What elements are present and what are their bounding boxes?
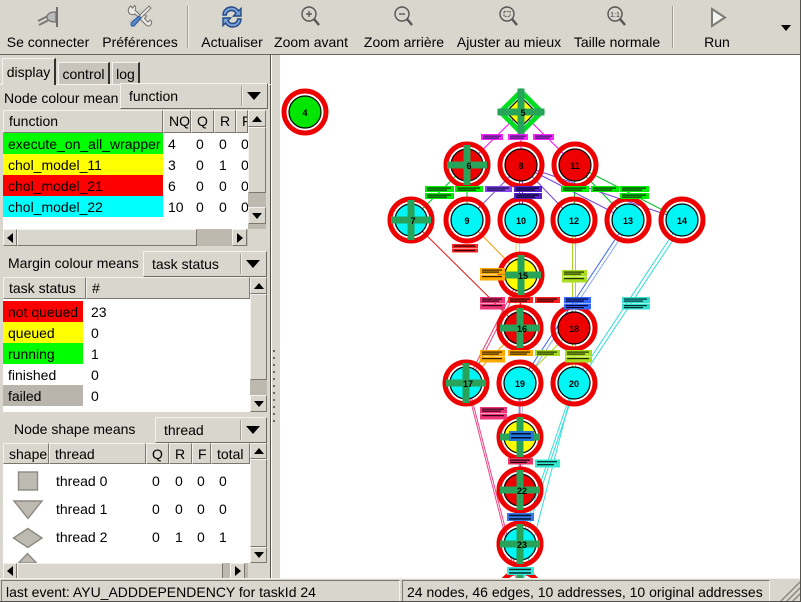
svg-text:7: 7 <box>410 216 415 226</box>
svg-text:5: 5 <box>520 108 525 118</box>
svg-text:10: 10 <box>516 216 526 226</box>
svg-text:8: 8 <box>518 161 523 171</box>
svg-text:4: 4 <box>302 108 307 118</box>
svg-text:16: 16 <box>517 324 527 334</box>
svg-text:19: 19 <box>515 379 525 389</box>
svg-text:1:1: 1:1 <box>610 12 620 19</box>
svg-text:9: 9 <box>464 216 469 226</box>
svg-text:6: 6 <box>466 161 471 171</box>
svg-text:23: 23 <box>517 540 527 550</box>
svg-text:14: 14 <box>677 216 687 226</box>
svg-text:13: 13 <box>623 216 633 226</box>
svg-text:20: 20 <box>569 379 579 389</box>
svg-text:15: 15 <box>518 271 528 281</box>
svg-text:11: 11 <box>570 161 580 171</box>
svg-text:22: 22 <box>517 486 527 496</box>
svg-text:17: 17 <box>463 379 473 389</box>
svg-text:12: 12 <box>569 216 579 226</box>
svg-text:18: 18 <box>569 324 579 334</box>
